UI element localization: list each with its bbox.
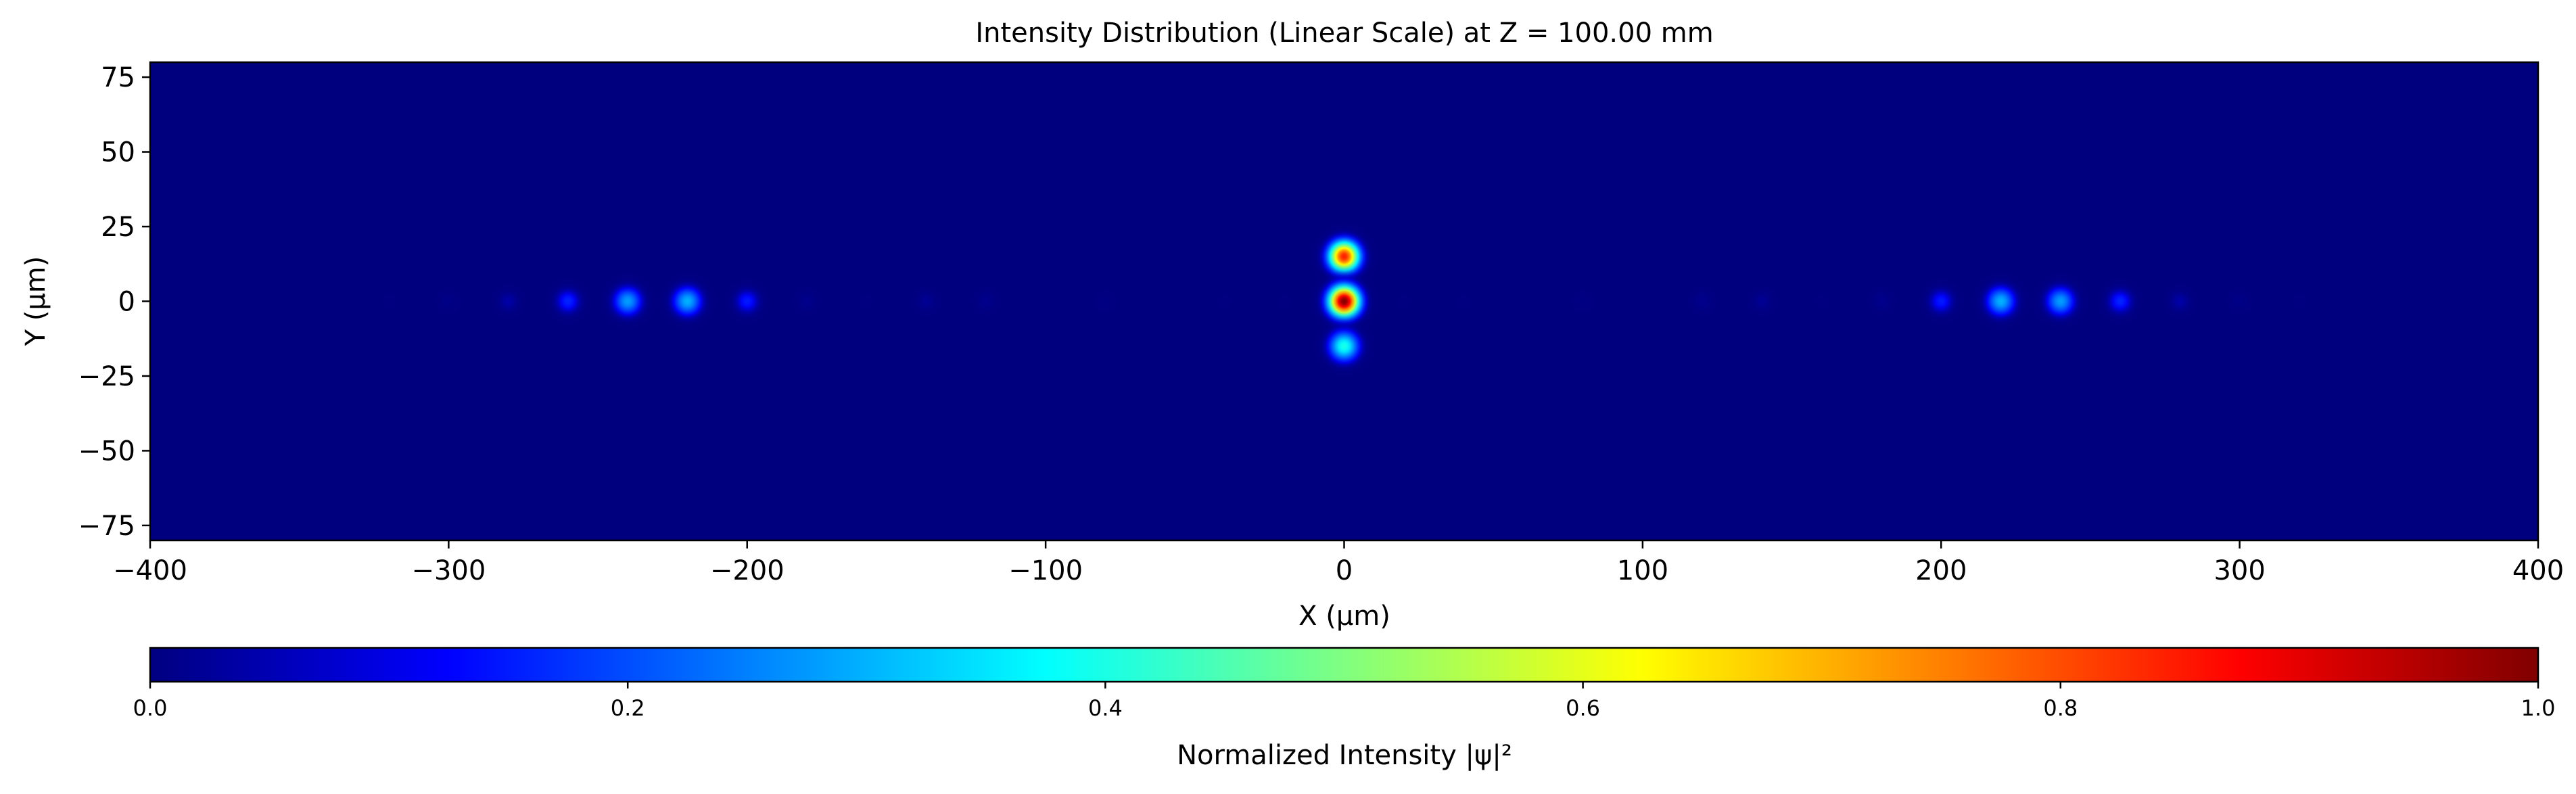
intensity-spot	[1256, 273, 1313, 330]
y-tick-label: 25	[101, 212, 135, 243]
intensity-spot	[2150, 271, 2209, 331]
colorbar-tick-label: 1.0	[2521, 695, 2556, 721]
x-tick-label: 300	[2214, 555, 2265, 586]
intensity-spot	[1554, 273, 1612, 330]
x-tick-label: 0	[1336, 555, 1353, 586]
colorbar: 0.0 0.2 0.4 0.6 0.8 1.0 Normalized Intensity …	[133, 647, 2556, 771]
intensity-spot	[838, 273, 895, 330]
x-axis-ticks: −400 −300 −200 −100 0 100 200 300 400	[113, 540, 2564, 586]
intensity-spot	[479, 271, 538, 331]
intensity-spot	[1196, 273, 1253, 330]
intensity-spot	[1305, 306, 1384, 386]
colorbar-tick-label: 0.8	[2043, 695, 2078, 721]
intensity-spot	[360, 273, 417, 330]
x-tick-label: 200	[1915, 555, 1967, 586]
intensity-spot	[1853, 273, 1910, 330]
intensity-spot	[590, 264, 665, 339]
chart-title: Intensity Distribution (Linear Scale) at…	[975, 18, 1713, 49]
colorbar-tick-label: 0.4	[1088, 695, 1123, 721]
intensity-spot	[1376, 273, 1432, 330]
intensity-spot	[420, 273, 477, 330]
intensity-spot	[2023, 264, 2098, 339]
y-tick-label: −75	[78, 511, 135, 542]
intensity-spot	[958, 273, 1014, 330]
intensity-spot	[534, 268, 602, 335]
y-tick-label: 50	[101, 137, 135, 168]
y-tick-label: −25	[78, 361, 135, 392]
intensity-spot	[2271, 273, 2328, 330]
intensity-spot	[1963, 263, 2039, 340]
x-tick-label: 400	[2512, 555, 2564, 586]
x-tick-label: −200	[710, 555, 784, 586]
intensity-spot	[1793, 273, 1850, 330]
intensity-spot	[1077, 273, 1134, 330]
colorbar-label: Normalized Intensity |ψ|²	[1177, 740, 1512, 771]
colorbar-tick-label: 0.6	[1566, 695, 1600, 721]
intensity-spot	[1908, 268, 1975, 335]
x-tick-label: −100	[1008, 555, 1083, 586]
intensity-spot	[778, 273, 835, 330]
y-tick-label: −50	[78, 436, 135, 467]
heatmap-plot-area	[149, 61, 2539, 542]
intensity-spots	[360, 217, 2328, 386]
colorbar-tick-label: 0.0	[133, 695, 168, 721]
x-tick-label: −300	[411, 555, 486, 586]
y-axis-label: Y (μm)	[20, 256, 51, 347]
intensity-spot	[649, 263, 726, 340]
y-axis-ticks: 75 50 25 0 −25 −50 −75	[78, 62, 150, 542]
intensity-spot	[2211, 273, 2268, 330]
colorbar-tick-label: 0.2	[611, 695, 645, 721]
intensity-spot	[1733, 273, 1791, 330]
intensity-spot	[897, 273, 955, 330]
intensity-spot	[1435, 273, 1492, 330]
y-tick-label: 0	[118, 287, 135, 318]
intensity-spot	[713, 268, 780, 335]
y-tick-label: 75	[101, 62, 135, 93]
intensity-spot	[2086, 268, 2154, 335]
x-axis-label: X (μm)	[1298, 601, 1390, 632]
x-tick-label: −400	[113, 555, 187, 586]
x-tick-label: 100	[1617, 555, 1668, 586]
intensity-spot	[1674, 273, 1731, 330]
colorbar-gradient	[149, 647, 2539, 683]
colorbar-ticks: 0.0 0.2 0.4 0.6 0.8 1.0	[133, 682, 2556, 721]
